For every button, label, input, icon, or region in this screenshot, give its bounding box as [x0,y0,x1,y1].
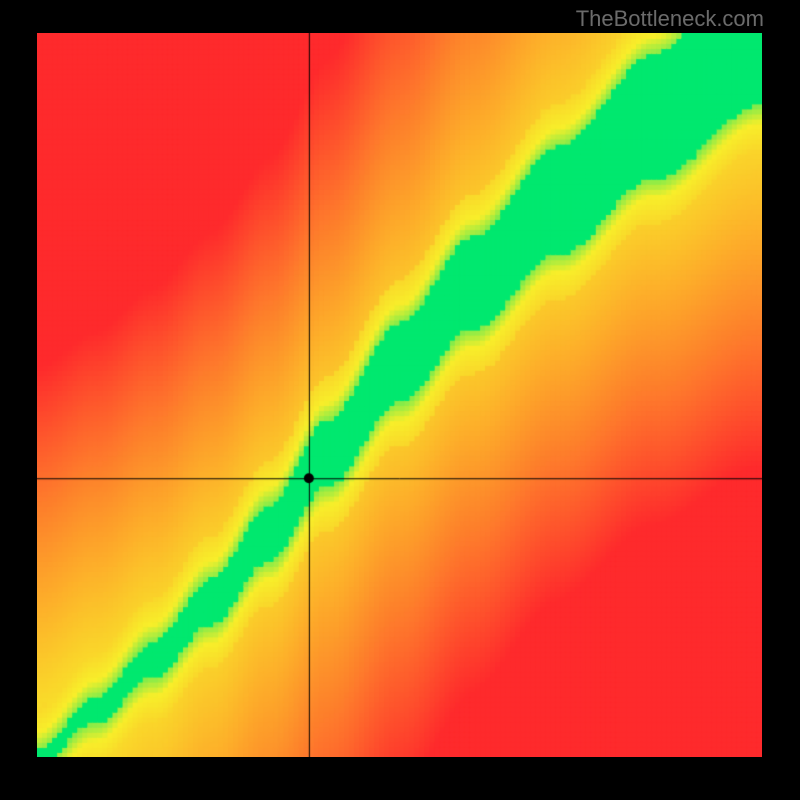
chart-frame: TheBottleneck.com [0,0,800,800]
bottleneck-heatmap [37,33,762,757]
watermark-text: TheBottleneck.com [576,6,764,32]
